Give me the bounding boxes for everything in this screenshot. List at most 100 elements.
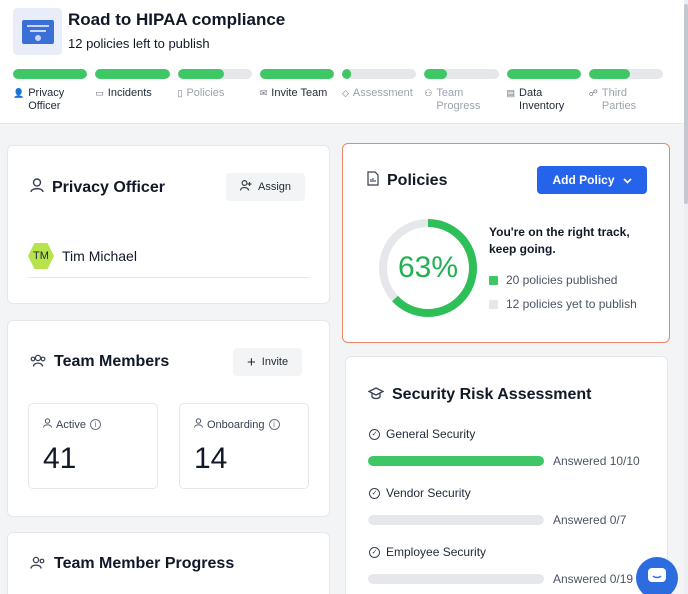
- step-fill: [177, 69, 225, 79]
- step-track: [95, 69, 170, 79]
- info-icon[interactable]: i: [89, 419, 101, 430]
- check-circle-icon: ✓: [369, 546, 380, 558]
- step-track: [259, 69, 334, 79]
- step-track: [177, 69, 252, 79]
- document-icon: ▯: [177, 88, 183, 98]
- step-fill: [588, 69, 630, 79]
- privacy-officer-card: Privacy Officer Assign TM Tim Michael: [7, 145, 330, 304]
- officer-name: Tim Michael: [62, 248, 137, 264]
- step-track: [424, 69, 499, 79]
- step-incidents[interactable]: ▭ Incidents: [95, 69, 170, 113]
- onboarding-stat: Onboarding i 14: [179, 403, 309, 489]
- legend-swatch: [489, 299, 498, 309]
- step-fill: [342, 69, 351, 79]
- sra-card: Security Risk Assessment ✓ General Secur…: [345, 356, 668, 594]
- progress-steps: 👤 Privacy Officer ▭ Incidents ▯ Policies ✉ I…: [13, 69, 663, 113]
- step-label: ▤ Data Inventory: [507, 87, 581, 113]
- ring-fill: [379, 219, 477, 317]
- add-person-icon: [239, 179, 252, 194]
- sra-item-vendor-security[interactable]: ✓ Vendor Security: [369, 486, 471, 500]
- team-members-card: Team Members + Invite Active i 41 Onboar…: [7, 320, 330, 517]
- step-fill: [506, 69, 581, 79]
- team-progress-title: Team Member Progress: [30, 555, 234, 573]
- sra-answered: Answered 10/10: [553, 454, 640, 468]
- legend-text: 20 policies published: [506, 273, 618, 287]
- step-invite-team[interactable]: ✉ Invite Team: [259, 69, 334, 113]
- step-track: [342, 69, 417, 79]
- step-assessment[interactable]: ◇ Assessment: [342, 69, 417, 113]
- legend-swatch: [489, 275, 498, 285]
- step-label: ☍ Third Parties: [589, 87, 663, 113]
- step-text: Privacy Officer: [28, 87, 65, 112]
- sra-progress-track: [368, 574, 544, 584]
- page-title: Road to HIPAA compliance: [68, 10, 286, 29]
- page-scrollbar[interactable]: [684, 0, 688, 594]
- check-circle-icon: ✓: [369, 428, 380, 440]
- step-label: ▯ Policies: [178, 87, 252, 100]
- step-policies[interactable]: ▯ Policies: [177, 69, 252, 113]
- active-stat: Active i 41: [28, 403, 158, 489]
- step-fill: [424, 69, 447, 79]
- sra-answered: Answered 0/7: [553, 513, 627, 527]
- policy-progress-ring: [379, 219, 477, 317]
- person-icon: [194, 418, 203, 431]
- invite-button[interactable]: + Invite: [233, 348, 303, 376]
- sra-item-label: Employee Security: [386, 545, 487, 559]
- step-team-progress[interactable]: ⚇ Team Progress: [424, 69, 499, 113]
- step-label: ▭ Incidents: [95, 87, 169, 100]
- check-circle-icon: ✓: [369, 487, 380, 499]
- sra-item-employee-security[interactable]: ✓ Employee Security: [369, 545, 486, 559]
- policy-percent: 63%: [397, 251, 459, 284]
- stat-label-text: Onboarding: [207, 418, 265, 431]
- sra-item-label: General Security: [386, 427, 476, 441]
- inbox-icon: ▭: [95, 88, 104, 98]
- compliance-header: Road to HIPAA compliance 12 policies lef…: [0, 0, 688, 124]
- add-policy-button[interactable]: Add Policy: [537, 166, 647, 194]
- step-text: Third Parties: [601, 87, 637, 112]
- graduation-cap-icon: ◇: [342, 88, 349, 98]
- team-progress-card: Team Member Progress: [7, 532, 330, 594]
- step-privacy-officer[interactable]: 👤 Privacy Officer: [13, 69, 88, 113]
- legend-text: 12 policies yet to publish: [506, 297, 637, 311]
- step-third-parties[interactable]: ☍ Third Parties: [588, 69, 663, 113]
- scrollbar-thumb[interactable]: [684, 4, 688, 204]
- person-icon: [30, 178, 44, 197]
- step-data-inventory[interactable]: ▤ Data Inventory: [506, 69, 581, 113]
- step-text: Policies: [186, 87, 225, 99]
- card-title-text: Team Member Progress: [54, 555, 235, 572]
- privacy-officer-title: Privacy Officer: [30, 178, 165, 197]
- encouragement-text: You're on the right track, keep going.: [489, 225, 630, 256]
- sra-item-general-security[interactable]: ✓ General Security: [369, 427, 475, 441]
- step-text: Assessment: [352, 87, 413, 99]
- step-track: [506, 69, 581, 79]
- database-icon: ▤: [506, 88, 516, 98]
- info-icon[interactable]: i: [268, 419, 280, 430]
- active-label: Active i: [43, 418, 101, 431]
- add-policy-label: Add Policy: [552, 173, 615, 187]
- chat-launcher-button[interactable]: [636, 557, 678, 594]
- document-chart-icon: [367, 171, 379, 190]
- step-label: ✉ Invite Team: [260, 87, 334, 100]
- card-title-text: Security Risk Assessment: [392, 386, 592, 403]
- step-text: Invite Team: [271, 87, 328, 99]
- legend-published: 20 policies published: [489, 273, 617, 287]
- card-title-text: Team Members: [54, 353, 170, 370]
- card-title-text: Privacy Officer: [52, 178, 165, 196]
- person-icon: 👤: [13, 88, 25, 98]
- team-icon: ⚇: [424, 88, 433, 98]
- step-label: ⚇ Team Progress: [424, 87, 498, 113]
- legend-unpublished: 12 policies yet to publish: [489, 297, 637, 311]
- onboarding-label: Onboarding i: [194, 418, 280, 431]
- step-track: [588, 69, 663, 79]
- assign-button[interactable]: Assign: [226, 173, 306, 201]
- person-icon: [43, 418, 52, 431]
- sra-item-label: Vendor Security: [386, 486, 471, 500]
- step-fill: [259, 69, 334, 79]
- chat-icon: [647, 567, 667, 590]
- step-fill: [13, 69, 88, 79]
- invite-label: Invite: [261, 356, 289, 368]
- sra-progress-track: [368, 456, 544, 466]
- active-count: 41: [43, 442, 77, 475]
- chevron-down-icon: [622, 173, 632, 187]
- avatar: TM: [28, 243, 54, 269]
